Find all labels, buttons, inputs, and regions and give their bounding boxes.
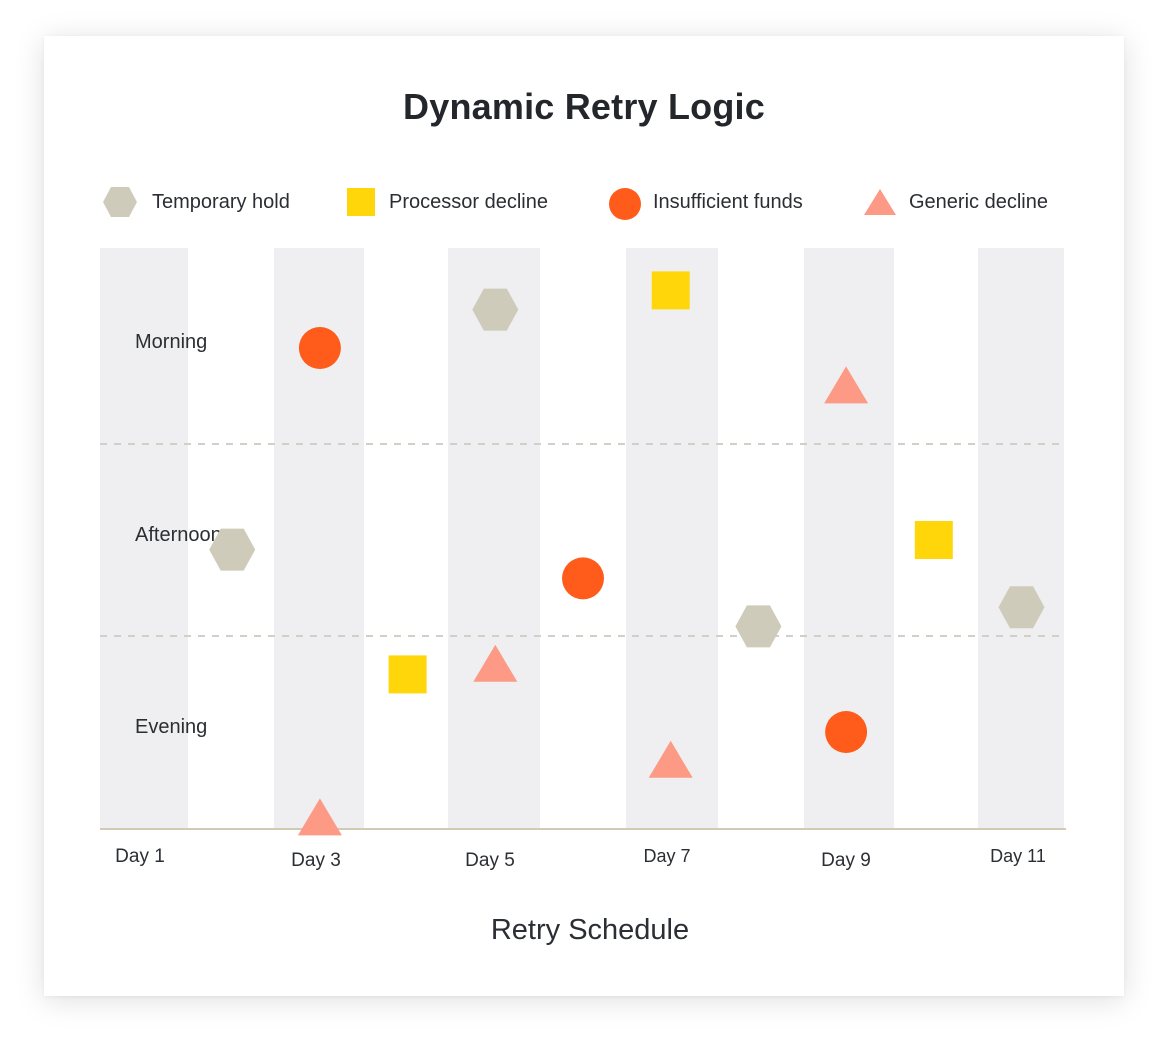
legend-marker-processor-decline: [347, 188, 375, 216]
row-label-afternoon: Afternoon: [135, 524, 222, 546]
x-tick-day-7: Day 7: [643, 846, 691, 866]
legend-item-processor-decline: Processor decline: [343, 184, 548, 220]
day-band-11: [978, 248, 1064, 828]
legend-item-insufficient-funds: Insufficient funds: [607, 184, 803, 220]
row-label-morning: Morning: [135, 331, 208, 353]
legend-label-insufficient-funds: Insufficient funds: [653, 190, 803, 213]
day-band-1: [100, 248, 188, 828]
legend-label-processor-decline: Processor decline: [389, 190, 548, 213]
x-tick-day-3: Day 3: [291, 850, 341, 871]
x-tick-day-5: Day 5: [465, 850, 515, 871]
legend-marker-generic-decline: [864, 189, 896, 215]
legend-label-temporary-hold: Temporary hold: [152, 190, 290, 213]
x-axis-label: Retry Schedule: [490, 914, 690, 946]
circle-icon: [609, 188, 641, 220]
chart-title: Dynamic Retry Logic: [403, 86, 765, 127]
triangle-icon: [864, 189, 896, 215]
day-band-7: [626, 248, 718, 828]
day-band-3: [274, 248, 364, 828]
legend-label-generic-decline: Generic decline: [909, 190, 1048, 213]
legend-item-generic-decline: Generic decline: [862, 184, 1048, 220]
legend-item-temporary-hold: Temporary hold: [102, 184, 290, 220]
hexagon-icon: [103, 187, 137, 217]
row-label-evening: Evening: [135, 716, 208, 738]
x-tick-day-11: Day 11: [990, 846, 1046, 866]
square-icon: [347, 188, 375, 216]
legend-marker-insufficient-funds: [609, 188, 641, 220]
day-band-9: [804, 248, 894, 828]
chart-card: [44, 36, 1124, 996]
legend-marker-temporary-hold: [103, 187, 137, 217]
x-tick-day-9: Day 9: [821, 850, 871, 871]
day-band-5: [448, 248, 540, 828]
x-tick-day-1: Day 1: [115, 846, 165, 867]
